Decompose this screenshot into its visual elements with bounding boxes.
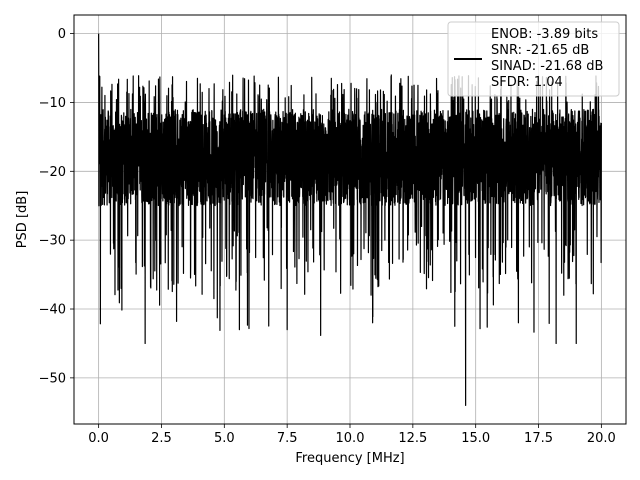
legend-sfdr: SFDR: 1.04 bbox=[491, 75, 563, 90]
x-tick-label: 17.5 bbox=[524, 431, 553, 446]
y-tick-label: −20 bbox=[39, 165, 66, 180]
psd-series bbox=[98, 33, 602, 407]
y-tick-label: −30 bbox=[39, 234, 66, 249]
y-axis-label: PSD [dB] bbox=[15, 191, 30, 249]
x-tick-label: 5.0 bbox=[214, 431, 235, 446]
x-axis: 0.0 2.5 5.0 7.5 10.0 12.5 15.0 17.5 20.0 bbox=[88, 424, 616, 446]
y-tick-label: −10 bbox=[39, 96, 66, 111]
y-axis: 0 −10 −20 −30 −40 −50 bbox=[39, 27, 74, 386]
legend-enob: ENOB: -3.89 bits bbox=[491, 27, 598, 42]
psd-line bbox=[98, 33, 602, 407]
y-tick-label: 0 bbox=[58, 27, 66, 42]
x-tick-label: 15.0 bbox=[461, 431, 490, 446]
legend-snr: SNR: -21.65 dB bbox=[491, 43, 589, 58]
legend-box bbox=[447, 21, 620, 97]
x-tick-label: 10.0 bbox=[336, 431, 365, 446]
legend: ENOB: -3.89 bits SNR: -21.65 dB SINAD: -… bbox=[447, 21, 620, 97]
x-tick-label: 20.0 bbox=[587, 431, 616, 446]
x-tick-label: 7.5 bbox=[277, 431, 298, 446]
x-tick-label: 2.5 bbox=[151, 431, 172, 446]
x-axis-label: Frequency [MHz] bbox=[295, 451, 404, 466]
x-tick-label: 12.5 bbox=[398, 431, 427, 446]
y-tick-label: −50 bbox=[39, 371, 66, 386]
legend-sinad: SINAD: -21.68 dB bbox=[491, 59, 603, 74]
x-tick-label: 0.0 bbox=[88, 431, 109, 446]
y-tick-label: −40 bbox=[39, 303, 66, 318]
